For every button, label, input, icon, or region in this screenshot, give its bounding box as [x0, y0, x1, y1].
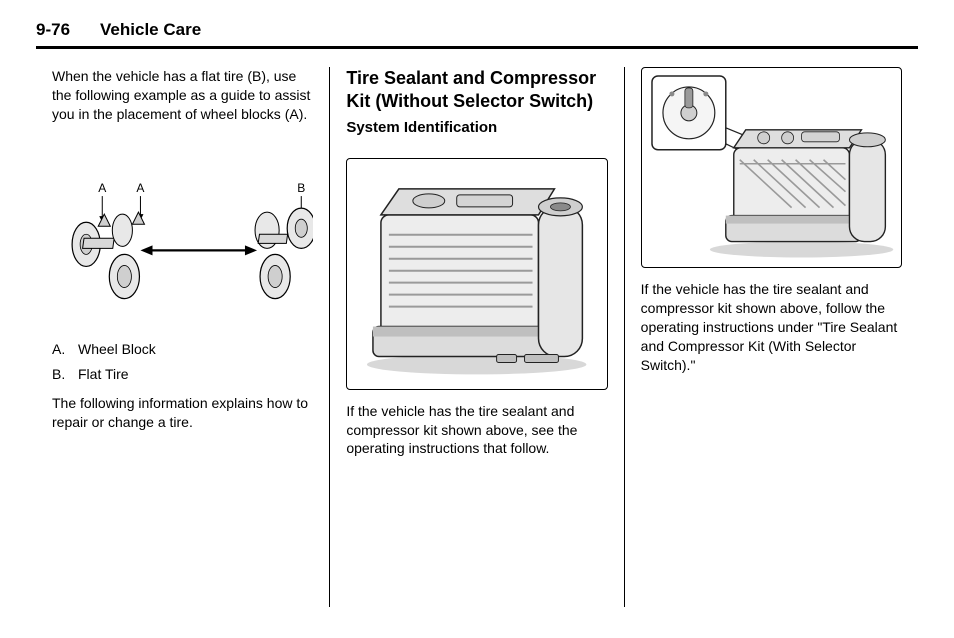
legend-key: B.: [52, 365, 70, 384]
followup-paragraph: The following information explains how t…: [52, 394, 313, 432]
diagram-label-a1: A: [98, 181, 107, 195]
columns: When the vehicle has a flat tire (B), us…: [36, 67, 918, 607]
page-number: 9-76: [36, 20, 70, 40]
section-heading: Tire Sealant and Compressor Kit (Without…: [346, 67, 607, 112]
diagram-legend: A. Wheel Block B. Flat Tire: [52, 340, 313, 384]
section-subheading: System Identification: [346, 118, 607, 138]
intro-paragraph: When the vehicle has a flat tire (B), us…: [52, 67, 313, 124]
diagram-label-a2: A: [136, 181, 145, 195]
compressor-kit-diagram: [346, 158, 607, 389]
page: 9-76 Vehicle Care When the vehicle has a…: [0, 0, 954, 638]
legend-item: A. Wheel Block: [52, 340, 313, 359]
wheel-block-diagram-svg: A A B: [52, 180, 313, 301]
legend-label: Wheel Block: [78, 340, 156, 359]
page-header: 9-76 Vehicle Care: [36, 20, 918, 49]
legend-item: B. Flat Tire: [52, 365, 313, 384]
diagram-label-b: B: [297, 181, 305, 195]
legend-label: Flat Tire: [78, 365, 129, 384]
column-2: Tire Sealant and Compressor Kit (Without…: [329, 67, 623, 607]
column-3: If the vehicle has the tire sealant and …: [624, 67, 918, 607]
compressor-kit-with-switch-svg: [641, 67, 902, 268]
column-1: When the vehicle has a flat tire (B), us…: [36, 67, 329, 607]
legend-key: A.: [52, 340, 70, 359]
kit-caption: If the vehicle has the tire sealant and …: [346, 402, 607, 459]
kit-with-switch-caption: If the vehicle has the tire sealant and …: [641, 280, 902, 374]
chapter-title: Vehicle Care: [100, 20, 201, 40]
wheel-block-diagram: A A B: [52, 180, 313, 301]
compressor-kit-svg: [346, 158, 607, 389]
compressor-kit-with-switch-diagram: [641, 67, 902, 268]
